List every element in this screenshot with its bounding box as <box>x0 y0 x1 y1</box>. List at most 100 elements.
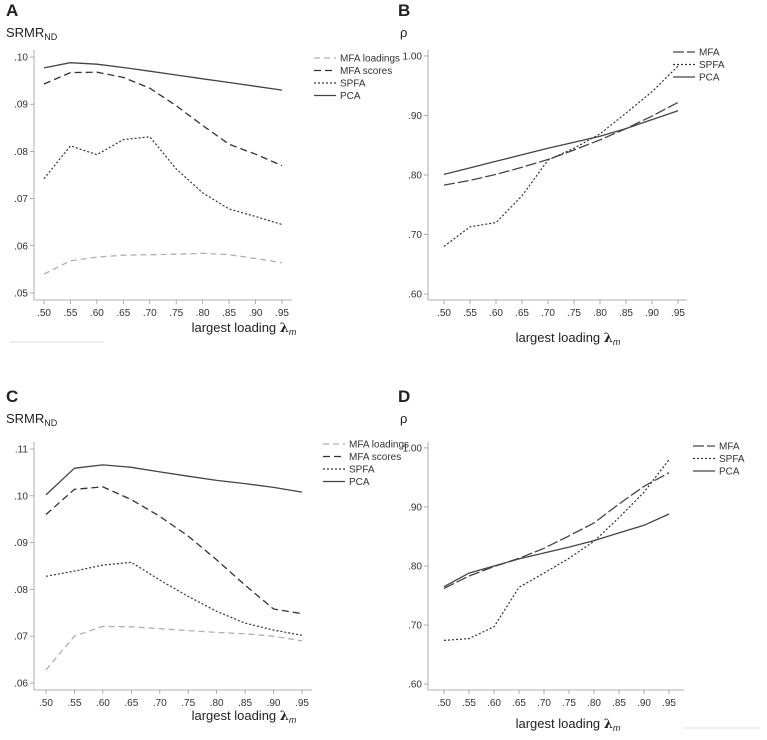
y-tick-label: .60 <box>408 680 422 691</box>
legend-label: MFA <box>719 442 740 453</box>
x-tick-label: .60 <box>90 308 104 319</box>
panel-letter: B <box>398 1 410 20</box>
x-axis-label: largest loading λm <box>192 708 297 725</box>
y-tick-label: .09 <box>14 100 28 111</box>
series-line-mfa-loadings <box>43 252 283 275</box>
legend-label: MFA loadings <box>340 54 400 65</box>
series-line-pca <box>443 513 670 588</box>
y-tick-label: .80 <box>408 562 422 573</box>
y-tick-label: .07 <box>14 194 28 205</box>
y-axis-label-sub: ND <box>44 418 57 428</box>
y-tick-label: .70 <box>408 230 422 241</box>
y-tick-label: .07 <box>14 632 28 643</box>
x-tick-label: .75 <box>181 698 195 709</box>
x-tick-label: .95 <box>295 698 309 709</box>
x-tick-label: .60 <box>489 308 503 319</box>
panel-letter: D <box>398 387 410 406</box>
x-tick-label: .60 <box>96 698 110 709</box>
x-tick-label: .85 <box>238 698 252 709</box>
x-tick-label: .75 <box>562 698 576 709</box>
legend-label: MFA <box>699 48 720 59</box>
x-tick-label: .60 <box>487 698 501 709</box>
x-tick-label: .50 <box>39 698 53 709</box>
x-tick-label: .55 <box>462 698 476 709</box>
legend-label: PCA <box>349 477 370 488</box>
series-line-mfa <box>443 101 679 186</box>
x-tick-label: .85 <box>612 698 626 709</box>
x-tick-label: .75 <box>169 308 183 319</box>
x-tick-label: .75 <box>567 308 581 319</box>
series-line-spfa <box>43 136 283 226</box>
x-tick-label: .95 <box>662 698 676 709</box>
x-tick-label: .55 <box>63 308 77 319</box>
legend-label: MFA scores <box>340 66 392 77</box>
x-tick-label: .95 <box>671 308 685 319</box>
x-tick-label: .95 <box>275 308 289 319</box>
legend-label: MFA scores <box>349 452 401 463</box>
y-axis-label-main: ρ <box>400 25 407 40</box>
x-tick-label: .65 <box>512 698 526 709</box>
y-tick-label: 1.00 <box>403 443 423 454</box>
series-line-pca <box>443 110 679 176</box>
series-line-spfa <box>443 65 679 247</box>
x-tick-label: .80 <box>196 308 210 319</box>
x-axis-label-symbol: λ <box>280 709 289 724</box>
series-line-spfa <box>45 561 303 636</box>
panel-letter: A <box>6 1 18 20</box>
x-axis-label-text: largest loading <box>516 716 604 731</box>
y-tick-label: 1.00 <box>403 51 423 62</box>
series-line-mfa <box>443 472 670 589</box>
x-axis-label-symbol: λ <box>280 321 289 336</box>
x-tick-label: .70 <box>143 308 157 319</box>
y-axis-label-sub: ND <box>44 32 57 42</box>
legend-label: SPFA <box>340 79 366 90</box>
x-tick-label: .70 <box>153 698 167 709</box>
y-axis-label-main: SRMR <box>6 411 44 426</box>
y-axis-label: ρ <box>400 411 407 426</box>
series-line-mfa-scores <box>43 71 283 167</box>
x-tick-label: .90 <box>267 698 281 709</box>
y-tick-label: .06 <box>14 678 28 689</box>
x-axis-label-symbol: λ <box>604 717 613 732</box>
x-tick-label: .65 <box>515 308 529 319</box>
x-axis-label-sub: m <box>613 723 621 733</box>
panel-letter: C <box>6 387 18 406</box>
y-tick-label: .09 <box>14 538 28 549</box>
x-axis-label-sub: m <box>613 337 621 347</box>
x-axis-label-text: largest loading <box>192 708 280 723</box>
x-axis-label-text: largest loading <box>516 330 604 345</box>
x-tick-label: .50 <box>437 698 451 709</box>
y-tick-label: .90 <box>408 111 422 122</box>
legend-label: PCA <box>340 91 361 102</box>
x-axis-label: largest loading λm <box>516 716 621 733</box>
legend-label: SPFA <box>719 454 745 465</box>
y-tick-label: .70 <box>408 621 422 632</box>
legend-label: SPFA <box>349 465 375 476</box>
x-tick-label: .55 <box>67 698 81 709</box>
x-axis-label-text: largest loading <box>192 320 280 335</box>
x-tick-label: .70 <box>541 308 555 319</box>
legend-label: MFA loadings <box>349 440 409 451</box>
x-axis-label: largest loading λm <box>516 330 621 347</box>
x-tick-label: .70 <box>537 698 551 709</box>
x-tick-label: .65 <box>124 698 138 709</box>
panel-B: Bρ .60 .70 .80 .90 1.00 .50 .55 .60 .65 .70 .75 .80.… <box>398 1 725 347</box>
x-tick-label: .90 <box>645 308 659 319</box>
x-tick-label: .85 <box>222 308 236 319</box>
y-axis-label: SRMRND <box>6 25 58 42</box>
x-tick-label: .55 <box>463 308 477 319</box>
y-tick-label: .90 <box>408 502 422 513</box>
panel-C: C SRMRND .06 .07 .08 .09 .10 .11 .50 .55 .60 .65 .70… <box>6 387 409 725</box>
legend-label: PCA <box>699 73 720 84</box>
x-tick-label: .80 <box>210 698 224 709</box>
legend-label: PCA <box>719 467 740 478</box>
x-tick-label: .50 <box>37 308 51 319</box>
x-axis-label-sub: m <box>289 715 297 725</box>
x-tick-label: .90 <box>637 698 651 709</box>
y-tick-label: .11 <box>15 445 29 456</box>
x-tick-label: .50 <box>437 308 451 319</box>
series-line-mfa-loadings <box>45 625 303 671</box>
series-line-mfa-scores <box>45 486 303 615</box>
